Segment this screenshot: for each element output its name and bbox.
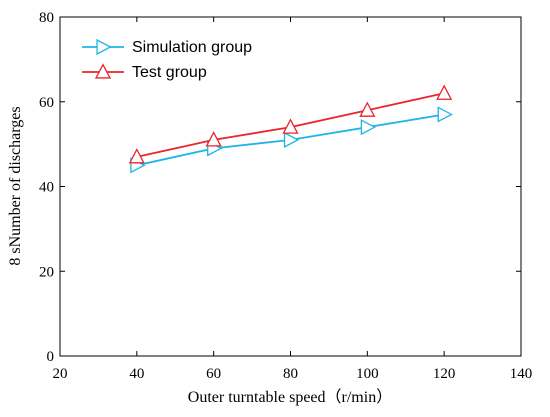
- y-tick-label: 80: [39, 10, 54, 26]
- legend-entry: Test group: [82, 63, 207, 81]
- legend-entry: Simulation group: [82, 38, 252, 56]
- legend: Simulation group Test group: [82, 38, 252, 81]
- x-tick-label: 140: [510, 366, 533, 382]
- legend-label: Simulation group: [132, 39, 252, 56]
- series-1: [130, 106, 453, 174]
- x-tick-label: 20: [53, 366, 68, 382]
- data-point-marker: [360, 119, 377, 136]
- legend-label: Test group: [132, 64, 207, 81]
- data-point-marker: [128, 148, 145, 164]
- x-tick-label: 120: [433, 366, 456, 382]
- x-tick-label: 100: [356, 366, 379, 382]
- data-point-marker: [436, 84, 453, 100]
- legend-marker: [96, 38, 112, 56]
- data-point-marker: [359, 101, 376, 117]
- series-2: [128, 84, 453, 164]
- data-point-marker: [205, 131, 222, 147]
- x-tick-label: 60: [206, 366, 221, 382]
- series-layer: [128, 84, 453, 174]
- x-tick-label: 80: [283, 366, 298, 382]
- y-tick-label: 40: [39, 180, 54, 196]
- y-tick-label: 0: [47, 349, 55, 365]
- x-axis-title: Outer turntable speed（r/min）: [188, 388, 392, 406]
- y-axis-title: 8 sNumber of discharges: [7, 106, 24, 265]
- x-tick-label: 40: [129, 366, 144, 382]
- data-point-marker: [282, 118, 299, 134]
- legend-marker: [94, 63, 112, 79]
- y-tick-label: 60: [39, 95, 54, 111]
- plot-area-frame: [59, 16, 522, 357]
- data-point-marker: [437, 106, 453, 123]
- y-tick-label: 20: [39, 264, 54, 280]
- data-point-marker: [283, 131, 300, 148]
